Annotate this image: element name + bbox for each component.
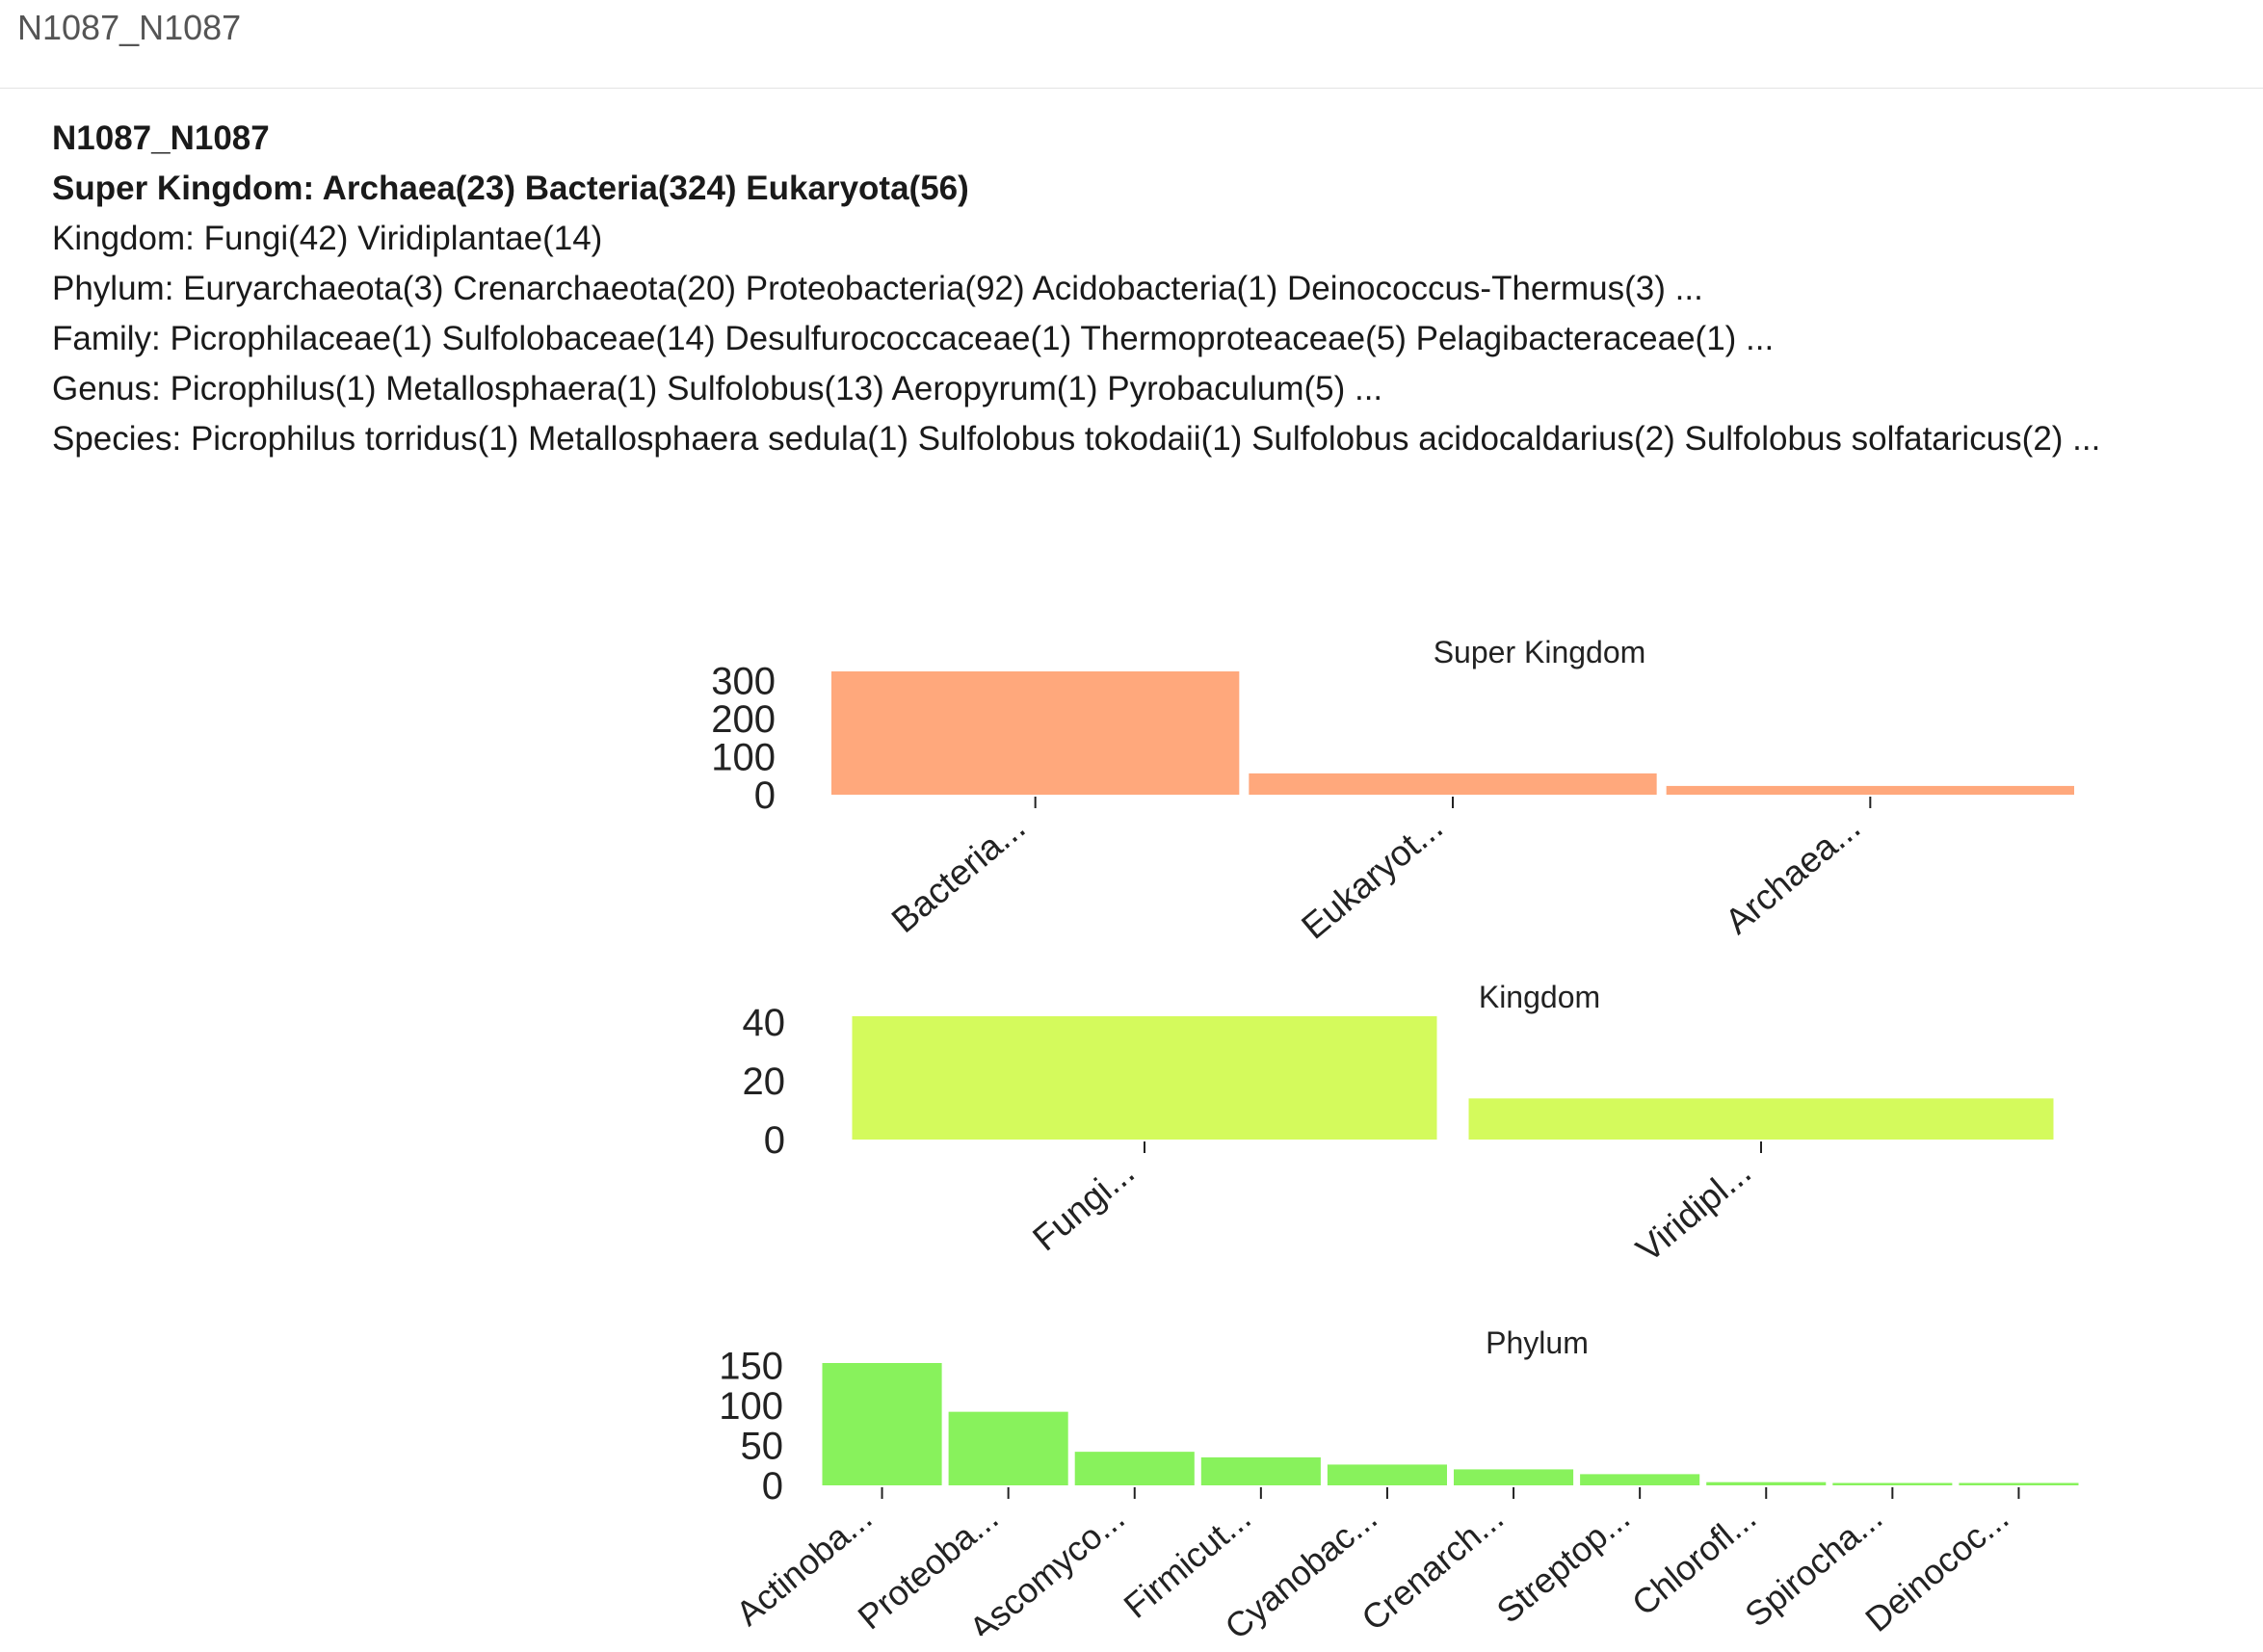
bar (1200, 1456, 1321, 1485)
bar (1832, 1482, 1953, 1485)
bar (1666, 785, 2074, 795)
y-tick-label: 50 (741, 1425, 784, 1467)
y-tick-label: 0 (754, 774, 776, 817)
chart-2: Kingdom 0 20 40 Fungi... Viridipl... (743, 980, 2054, 1270)
chart-title: Kingdom (1479, 980, 1600, 1014)
summary-super-kingdom: Super Kingdom: Archaea(23) Bacteria(324)… (52, 170, 969, 207)
bar (831, 671, 1240, 795)
y-tick-label: 100 (719, 1385, 783, 1428)
summary-kingdom: Kingdom: Fungi(42) Viridiplantae(14) (52, 220, 603, 257)
y-tick-label: 200 (711, 698, 776, 741)
page-title: N1087_N1087 (17, 8, 242, 47)
x-tick-label: Eukaryot... (1294, 807, 1450, 947)
x-tick-label: Viridipl... (1629, 1152, 1759, 1270)
chart-3: Actinoba...Proteoba...Ascomyco...Firmicu… (719, 1325, 2079, 1639)
bar (1959, 1482, 2079, 1485)
bar (852, 1016, 1437, 1140)
y-tick-label: 0 (764, 1119, 785, 1162)
bar (1454, 1469, 1574, 1485)
y-tick-label: 0 (762, 1465, 783, 1508)
summary-family: Family: Picrophilaceae(1) Sulfolobaceae(… (52, 320, 1775, 357)
x-tick-label: Archaea... (1718, 807, 1868, 942)
y-tick-label: 150 (719, 1345, 783, 1387)
y-tick-label: 20 (743, 1061, 786, 1103)
taxonomy-summary: N1087_N1087 Super Kingdom: Archaea(23) B… (52, 114, 2249, 464)
x-tick-label: Crenarch... (1354, 1498, 1511, 1639)
chart-title: Phylum (1486, 1325, 1589, 1360)
bar (948, 1411, 1068, 1485)
bar (1327, 1464, 1447, 1485)
bar (1074, 1452, 1195, 1485)
y-tick-label: 100 (711, 736, 776, 778)
bar (822, 1363, 942, 1485)
summary-phylum: Phylum: Euryarchaeota(3) Crenarchaeota(2… (52, 270, 1703, 307)
x-tick-label: Fungi... (1025, 1152, 1142, 1259)
y-tick-label: 300 (711, 660, 776, 702)
top-bar: N1087_N1087 (0, 0, 2263, 89)
y-tick-label: 40 (743, 1002, 786, 1044)
bar (1580, 1474, 1700, 1485)
summary-species: Species: Picrophilus torridus(1) Metallo… (52, 420, 2101, 458)
bar (1706, 1482, 1827, 1485)
summary-genus: Genus: Picrophilus(1) Metallosphaera(1) … (52, 370, 1383, 407)
bar (1468, 1098, 2054, 1140)
bar (1249, 773, 1657, 795)
summary-title: N1087_N1087 (52, 119, 270, 157)
x-tick-label: Bacteria... (884, 807, 1033, 940)
chart-title: Super Kingdom (1434, 635, 1646, 669)
x-tick-label: Streptop... (1489, 1498, 1638, 1631)
